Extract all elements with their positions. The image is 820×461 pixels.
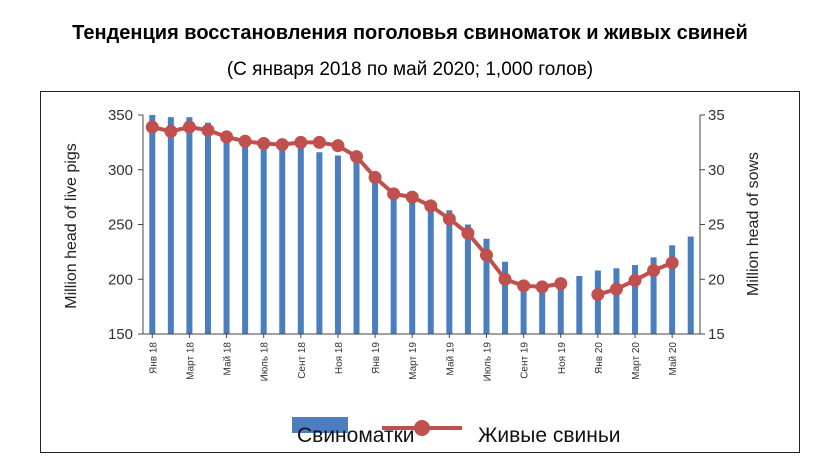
left-y-ticks: 150 200 250 300 350 bbox=[108, 107, 143, 343]
bar-sows-25 bbox=[613, 268, 620, 334]
bar-sows-17 bbox=[464, 224, 471, 334]
bar-sows-16 bbox=[446, 210, 453, 334]
bar-sows-3 bbox=[204, 122, 211, 334]
x-tick-label-8: Май 19 bbox=[445, 342, 456, 376]
point-live-pigs-17 bbox=[461, 226, 475, 240]
right-tick-label-2: 25 bbox=[708, 217, 725, 234]
legend: Свиноматки Живые свиньи bbox=[292, 417, 621, 447]
x-tick-label-6: Янв 19 bbox=[371, 342, 382, 374]
live-pigs-line bbox=[145, 120, 679, 302]
bar-sows-23 bbox=[576, 275, 583, 334]
point-live-pigs-10 bbox=[331, 139, 345, 153]
point-live-pigs-21 bbox=[535, 280, 549, 294]
bar-sows-14 bbox=[409, 198, 416, 334]
point-live-pigs-12 bbox=[368, 170, 382, 184]
left-axis-label: Million head of live pigs bbox=[63, 143, 80, 308]
legend-bar-swatch bbox=[292, 417, 348, 433]
point-live-pigs-24 bbox=[591, 288, 605, 302]
point-live-pigs-4 bbox=[220, 130, 234, 144]
bar-sows-13 bbox=[390, 191, 397, 334]
point-live-pigs-19 bbox=[498, 272, 512, 286]
point-live-pigs-3 bbox=[201, 123, 215, 137]
point-live-pigs-20 bbox=[517, 279, 531, 293]
right-tick-label-4: 35 bbox=[708, 107, 725, 124]
bar-sows-0 bbox=[149, 115, 156, 334]
x-tick-label-0: Янв 18 bbox=[148, 342, 159, 374]
right-y-ticks: 15 20 25 30 35 bbox=[700, 107, 725, 343]
point-live-pigs-7 bbox=[275, 138, 289, 152]
left-tick-label-1: 200 bbox=[108, 271, 133, 288]
point-live-pigs-11 bbox=[350, 150, 364, 164]
chart-subtitle: (С января 2018 по май 2020; 1,000 голов) bbox=[226, 59, 594, 80]
legend-line-marker bbox=[414, 420, 430, 436]
left-tick-label-3: 300 bbox=[108, 162, 133, 179]
sows-bars bbox=[149, 115, 694, 334]
bar-sows-18 bbox=[483, 238, 490, 334]
point-live-pigs-5 bbox=[238, 134, 252, 148]
right-tick-label-0: 15 bbox=[708, 326, 725, 343]
point-live-pigs-28 bbox=[665, 256, 679, 270]
bar-sows-12 bbox=[372, 176, 379, 334]
x-tick-label-7: Март 19 bbox=[408, 342, 419, 380]
point-live-pigs-22 bbox=[554, 277, 568, 291]
x-tick-label-14: Май 20 bbox=[668, 342, 679, 376]
point-live-pigs-8 bbox=[294, 135, 308, 149]
x-tick-label-9: Июль 19 bbox=[483, 342, 494, 382]
bar-sows-26 bbox=[632, 265, 639, 334]
left-tick-label-4: 350 bbox=[108, 107, 133, 124]
x-tick-label-5: Ноя 18 bbox=[334, 342, 345, 375]
right-axis-label: Million head of sows bbox=[745, 152, 762, 296]
point-live-pigs-18 bbox=[479, 248, 493, 262]
x-tick-label-2: Май 18 bbox=[223, 342, 234, 376]
point-live-pigs-2 bbox=[182, 120, 196, 134]
point-live-pigs-13 bbox=[387, 187, 401, 201]
point-live-pigs-0 bbox=[145, 120, 159, 134]
x-tick-label-4: Сент 18 bbox=[297, 342, 308, 379]
point-live-pigs-1 bbox=[164, 124, 178, 138]
bar-sows-6 bbox=[260, 142, 267, 334]
bar-sows-19 bbox=[502, 261, 509, 334]
right-tick-label-1: 20 bbox=[708, 271, 725, 288]
bar-sows-28 bbox=[669, 245, 676, 334]
left-tick-label-2: 250 bbox=[108, 217, 133, 234]
point-live-pigs-26 bbox=[628, 273, 642, 287]
chart-frame bbox=[40, 91, 800, 453]
x-tick-label-12: Янв 20 bbox=[594, 342, 605, 374]
point-live-pigs-14 bbox=[405, 190, 419, 204]
bar-sows-20 bbox=[520, 283, 527, 334]
point-live-pigs-9 bbox=[312, 135, 326, 149]
point-live-pigs-27 bbox=[647, 263, 661, 277]
x-tick-label-13: Март 20 bbox=[631, 342, 642, 380]
x-tick-label-11: Ноя 19 bbox=[557, 342, 568, 375]
bar-sows-11 bbox=[353, 162, 360, 334]
x-tick-label-3: Июль 18 bbox=[260, 342, 271, 382]
right-tick-label-3: 30 bbox=[708, 162, 725, 179]
bar-sows-1 bbox=[167, 117, 174, 334]
point-live-pigs-15 bbox=[424, 199, 438, 213]
bar-sows-2 bbox=[186, 117, 193, 334]
x-tick-label-10: Сент 19 bbox=[520, 342, 531, 379]
bar-sows-21 bbox=[539, 288, 546, 334]
bar-sows-24 bbox=[594, 270, 601, 334]
point-live-pigs-16 bbox=[442, 212, 456, 226]
bar-sows-22 bbox=[557, 286, 564, 334]
bar-sows-4 bbox=[223, 134, 230, 334]
bar-sows-10 bbox=[334, 155, 341, 334]
point-live-pigs-25 bbox=[609, 282, 623, 296]
bar-sows-15 bbox=[427, 200, 434, 334]
chart-title: Тенденция восстановления поголовья свино… bbox=[72, 22, 748, 44]
bar-sows-7 bbox=[279, 143, 286, 334]
bar-sows-8 bbox=[297, 143, 304, 334]
bar-sows-5 bbox=[242, 141, 249, 334]
point-live-pigs-6 bbox=[257, 136, 271, 150]
bar-sows-9 bbox=[316, 152, 323, 334]
x-tick-label-1: Март 18 bbox=[185, 342, 196, 380]
bar-sows-27 bbox=[650, 257, 657, 334]
bar-sows-29 bbox=[687, 236, 694, 334]
x-ticks: Янв 18 Март 18 Май 18 Июль 18 Сент 18 Ноя 18 Я… bbox=[148, 334, 679, 381]
legend-line-label: Живые свиньи bbox=[478, 424, 621, 447]
left-tick-label-0: 150 bbox=[108, 326, 133, 343]
